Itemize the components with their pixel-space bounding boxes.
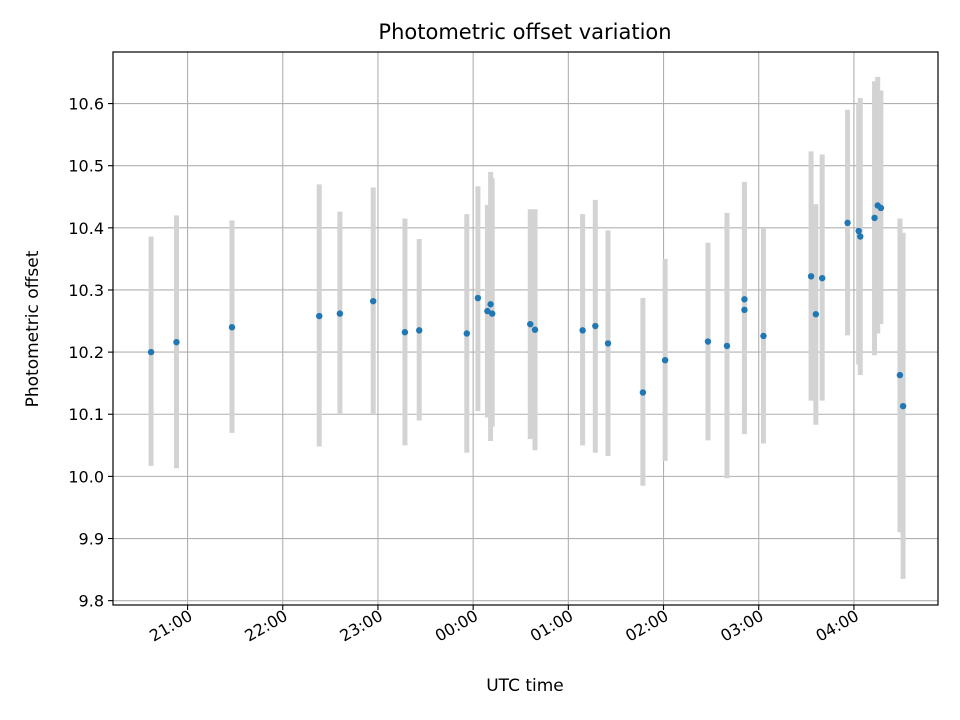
data-point (661, 356, 669, 364)
y-axis: 9.8 9.9 10.0 10.1 10.2 10.3 10.4 10.5 10.6 (68, 95, 113, 611)
data-point (401, 329, 409, 336)
data-point (818, 274, 826, 282)
data-point (228, 324, 236, 331)
data-point (173, 338, 180, 346)
data-point (877, 204, 885, 212)
data-point (592, 322, 599, 330)
data-point (844, 219, 851, 227)
data-point (639, 389, 647, 396)
data-point (704, 338, 712, 345)
data-point (147, 348, 155, 356)
y-tick-label: 9.9 (79, 530, 104, 549)
data-points (147, 202, 907, 410)
data-point (741, 296, 748, 303)
data-point (487, 301, 494, 308)
y-tick-label: 10.0 (68, 467, 104, 486)
grid (113, 52, 938, 605)
data-point (896, 371, 904, 379)
y-tick-label: 9.8 (79, 592, 104, 611)
data-point (579, 327, 586, 334)
data-point (369, 297, 377, 305)
data-point (531, 326, 539, 333)
data-point (723, 342, 731, 350)
y-axis-label: Photometric offset (23, 250, 43, 407)
y-tick-label: 10.1 (68, 405, 104, 424)
data-point (336, 310, 344, 317)
x-axis-label: UTC time (486, 676, 564, 696)
data-point (527, 320, 534, 328)
data-point (474, 294, 482, 302)
y-tick-label: 10.2 (68, 343, 104, 362)
data-point (488, 310, 496, 317)
y-tick-label: 10.5 (68, 157, 104, 176)
data-point (604, 340, 612, 347)
data-point (857, 233, 864, 240)
data-point (812, 311, 820, 318)
data-point (855, 227, 862, 235)
y-tick-label: 10.3 (68, 281, 104, 300)
data-point (463, 330, 470, 337)
y-tick-label: 10.6 (68, 95, 104, 114)
y-tick-label: 10.4 (68, 219, 104, 238)
data-point (807, 273, 815, 280)
plot-frame (112, 51, 939, 606)
data-point (899, 402, 907, 410)
data-point (741, 306, 748, 314)
data-point (760, 332, 767, 340)
data-point (871, 214, 878, 222)
data-point (484, 307, 491, 315)
data-point (316, 312, 323, 320)
chart-title: Photometric offset variation (378, 20, 671, 44)
data-point (416, 327, 423, 334)
